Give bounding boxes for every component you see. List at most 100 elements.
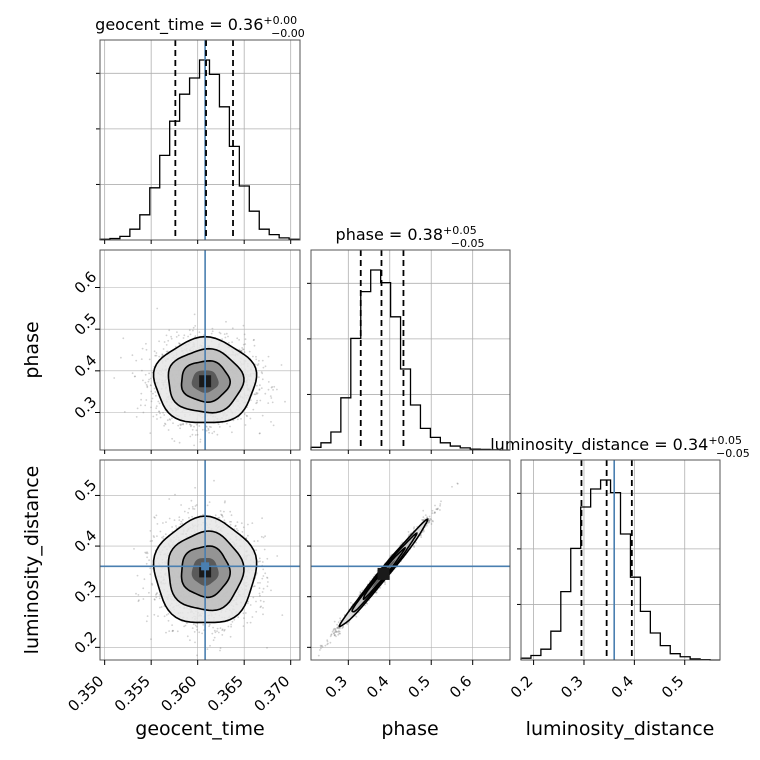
panel-content-geocent-time-vs-luminosity-distance: [100, 460, 310, 660]
sample-point: [252, 585, 255, 588]
sample-point: [194, 335, 197, 338]
sample-point: [255, 358, 258, 361]
sample-point: [266, 576, 268, 579]
sample-point: [223, 628, 226, 631]
sample-point: [174, 493, 176, 496]
sample-point: [223, 519, 226, 522]
sample-point: [228, 341, 230, 344]
sample-point: [158, 410, 161, 413]
sample-point: [270, 397, 273, 399]
sample-point: [281, 614, 284, 616]
sample-point: [242, 526, 245, 529]
sample-point: [256, 384, 258, 387]
sample-point: [439, 504, 441, 507]
sample-point: [253, 585, 256, 587]
hist-panel-geocent-time: [99, 39, 301, 241]
sample-point: [185, 422, 188, 425]
sample-point: [229, 520, 231, 523]
sample-point: [162, 348, 165, 350]
title-phase: phase = 0.38+0.05 −0.05: [336, 224, 485, 250]
sample-point: [171, 526, 174, 528]
sample-point: [167, 612, 170, 615]
sample-point: [240, 350, 243, 352]
sample-point: [253, 393, 256, 396]
sample-point: [264, 572, 267, 575]
sample-point: [196, 654, 198, 657]
sample-point: [258, 389, 261, 391]
sample-point: [258, 592, 261, 595]
sample-point: [258, 376, 260, 378]
sample-point: [158, 340, 161, 343]
sample-point: [137, 594, 140, 596]
sample-point: [146, 615, 149, 617]
panel-content-phase-vs-luminosity-distance: [311, 460, 510, 660]
sample-point: [195, 625, 198, 628]
sample-point: [251, 616, 254, 618]
sample-point: [148, 372, 151, 375]
sample-point: [261, 359, 264, 362]
sample-point: [456, 482, 459, 485]
sample-point: [142, 587, 145, 590]
sample-point: [245, 537, 248, 539]
sample-point: [259, 399, 262, 402]
sample-point: [155, 596, 158, 599]
sample-point: [135, 416, 138, 418]
sample-point: [148, 358, 151, 361]
sample-point: [230, 625, 233, 628]
hist-panel-phase: [310, 249, 511, 451]
sample-point: [284, 400, 286, 403]
sample-point: [165, 614, 168, 616]
sample-point: [145, 348, 148, 351]
sample-point: [224, 336, 227, 339]
sample-point: [211, 327, 214, 330]
sample-point: [308, 594, 310, 596]
sample-point: [256, 364, 259, 367]
sample-point: [170, 335, 173, 338]
sample-point: [251, 522, 254, 524]
sample-point: [146, 386, 149, 389]
sample-point: [156, 307, 159, 310]
sample-point: [189, 423, 192, 426]
sample-point: [163, 414, 166, 416]
sample-point: [267, 388, 270, 391]
sample-point: [267, 381, 270, 383]
sample-point: [198, 331, 201, 334]
sample-point: [221, 514, 223, 517]
sample-point: [246, 415, 249, 417]
sample-point: [170, 337, 173, 340]
sample-point: [221, 629, 224, 631]
sample-point: [146, 551, 148, 553]
sample-point: [149, 567, 152, 570]
sample-point: [149, 377, 152, 380]
sample-point: [178, 342, 180, 344]
ylabel-luminosity-distance: luminosity_distance: [21, 466, 43, 655]
sample-point: [256, 399, 258, 402]
sample-point: [152, 535, 155, 537]
sample-point: [135, 359, 138, 362]
sample-point: [188, 507, 191, 510]
sample-point: [190, 424, 193, 427]
sample-point: [266, 647, 268, 649]
sample-point: [225, 320, 227, 323]
sample-point: [159, 530, 162, 533]
sample-point: [194, 325, 197, 327]
sample-point: [113, 377, 116, 379]
sample-point: [141, 347, 144, 350]
sample-point: [173, 519, 176, 521]
sample-point: [255, 391, 258, 394]
sample-point: [253, 540, 256, 543]
sample-point: [142, 411, 145, 414]
sample-point: [133, 375, 136, 378]
sample-point: [245, 414, 248, 417]
sample-point: [180, 520, 183, 523]
sample-point: [169, 419, 172, 421]
sample-point: [266, 557, 269, 560]
sample-point: [210, 426, 212, 428]
sample-point: [120, 356, 122, 359]
sample-point: [133, 548, 135, 550]
sample-point: [148, 378, 151, 381]
sample-point: [195, 423, 198, 426]
sample-point: [145, 562, 148, 565]
sample-point: [206, 648, 209, 650]
sample-point: [336, 626, 339, 629]
